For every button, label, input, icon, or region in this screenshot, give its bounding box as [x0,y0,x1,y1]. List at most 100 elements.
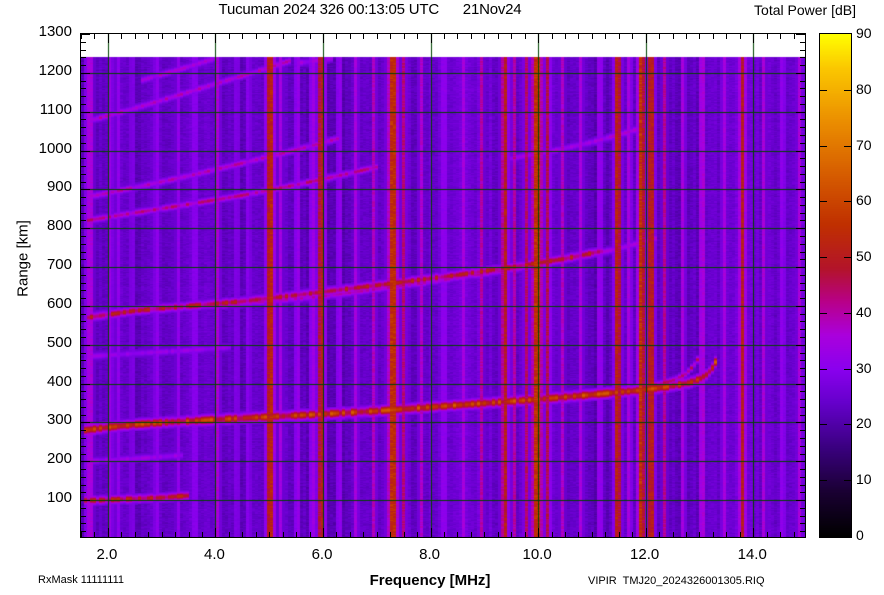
x-minor-tick [498,34,499,39]
y-minor-tick-right [800,283,805,284]
y-minor-tick-right [800,516,805,517]
x-minor-tick [780,34,781,39]
y-minor-tick [81,415,86,416]
x-minor-tick-bottom [417,532,418,537]
ionogram-plot-area[interactable] [80,33,806,538]
y-tick-label: 500 [46,333,72,351]
x-minor-tick [794,34,795,39]
y-minor-tick-right [800,104,805,105]
x-minor-tick [94,34,95,39]
x-tick-label: 4.0 [204,546,225,563]
x-tick-label: 2.0 [96,546,118,563]
x-minor-tick [189,34,190,39]
x-minor-tick [632,34,633,39]
x-minor-tick-bottom [619,532,620,537]
y-minor-tick [81,314,86,315]
y-major-tick-right [796,267,805,268]
x-major-tick-bottom [323,528,324,537]
x-major-tick-bottom [646,528,647,537]
y-minor-tick-right [800,391,805,392]
x-major-tick-bottom [538,528,539,537]
y-minor-tick [81,50,86,51]
y-minor-tick-right [800,438,805,439]
y-minor-tick [81,477,86,478]
y-minor-tick [81,252,86,253]
y-minor-tick [81,81,86,82]
x-minor-tick-bottom [336,532,337,537]
x-minor-tick-bottom [498,532,499,537]
x-minor-tick [565,34,566,39]
x-minor-tick [404,34,405,39]
y-tick-label: 1000 [38,139,72,157]
y-minor-tick [81,96,86,97]
y-major-tick [81,500,90,501]
x-minor-tick-bottom [484,532,485,537]
x-minor-tick-bottom [794,532,795,537]
x-minor-tick-bottom [673,532,674,537]
y-major-tick-right [796,73,805,74]
colorbar-title: Total Power [dB] [754,2,856,18]
colorbar[interactable] [819,33,852,538]
x-minor-tick [484,34,485,39]
x-minor-tick-bottom [162,532,163,537]
y-minor-tick-right [800,399,805,400]
colorbar-tick-label: 40 [856,304,872,320]
colorbar-tick-label: 80 [856,81,872,97]
y-tick-label: 200 [46,450,72,468]
x-minor-tick [175,34,176,39]
y-minor-tick-right [800,50,805,51]
x-minor-tick-bottom [202,532,203,537]
y-minor-tick-right [800,88,805,89]
x-minor-tick [269,34,270,39]
colorbar-tick [820,146,827,147]
y-minor-tick-right [800,508,805,509]
y-minor-tick [81,65,86,66]
x-minor-tick [350,34,351,39]
x-minor-tick-bottom [242,532,243,537]
colorbar-tick-label: 60 [856,192,872,208]
x-major-tick-bottom [431,528,432,537]
x-minor-tick-bottom [471,532,472,537]
y-minor-tick-right [800,368,805,369]
colorbar-tick [844,424,851,425]
y-minor-tick [81,492,86,493]
y-minor-tick-right [800,81,805,82]
y-major-tick [81,461,90,462]
y-major-tick [81,112,90,113]
y-minor-tick [81,516,86,517]
y-minor-tick [81,337,86,338]
y-minor-tick [81,205,86,206]
x-major-tick [753,34,754,43]
y-minor-tick [81,360,86,361]
y-minor-tick-right [800,485,805,486]
y-minor-tick [81,391,86,392]
x-axis-label: Frequency [MHz] [369,572,491,589]
x-minor-tick-bottom [404,532,405,537]
x-tick-label: 8.0 [419,546,440,563]
y-minor-tick [81,469,86,470]
y-minor-tick-right [800,220,805,221]
x-minor-tick [605,34,606,39]
x-minor-tick-bottom [256,532,257,537]
x-minor-tick [767,34,768,39]
y-major-tick [81,73,90,74]
y-minor-tick-right [800,469,805,470]
y-minor-tick-right [800,360,805,361]
y-minor-tick [81,407,86,408]
colorbar-tick [820,201,827,202]
colorbar-tick [820,90,827,91]
x-minor-tick [713,34,714,39]
y-minor-tick [81,88,86,89]
y-minor-tick [81,174,86,175]
y-minor-tick-right [800,236,805,237]
x-major-tick-bottom [108,528,109,537]
y-major-tick [81,422,90,423]
y-minor-tick [81,275,86,276]
y-minor-tick-right [800,197,805,198]
rxmask-label: RxMask 11111111 [38,574,125,586]
x-minor-tick [619,34,620,39]
x-minor-tick-bottom [726,532,727,537]
x-minor-tick-bottom [350,532,351,537]
x-minor-tick-bottom [511,532,512,537]
y-minor-tick [81,259,86,260]
